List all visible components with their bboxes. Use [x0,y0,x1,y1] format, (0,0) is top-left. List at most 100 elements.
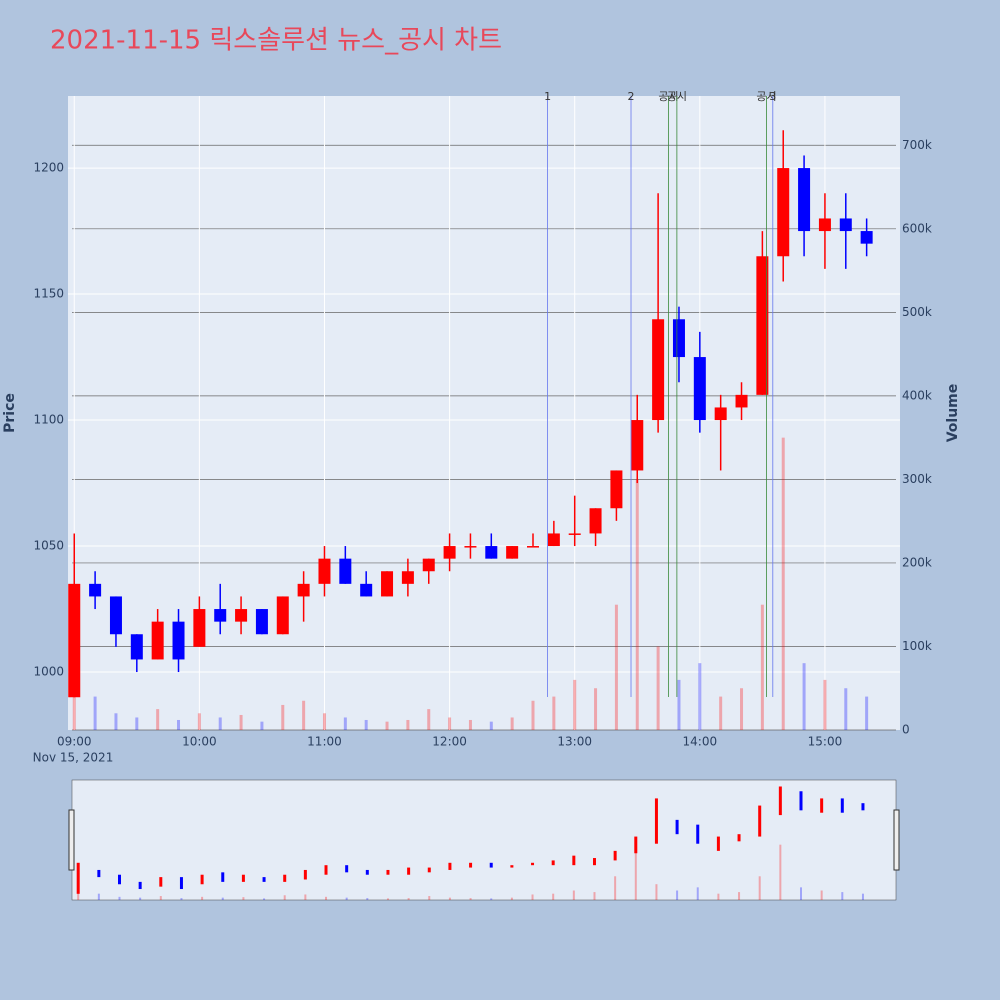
chart-title: 2021-11-15 릭스솔루션 뉴스_공시 차트 [50,26,502,56]
x-date-label: Nov 15, 2021 [33,751,114,765]
y-tick-label: 1200 [33,161,64,175]
candle-body [506,546,519,559]
slider-volume-bar [800,887,803,900]
volume-bar [448,717,452,730]
candle-body [464,546,477,548]
volume-bar [531,700,535,730]
x-tick-label: 11:00 [307,735,342,749]
candle-body [381,571,394,597]
y-tick-label: 1100 [33,413,64,427]
slider-volume-bar [593,892,596,900]
slider-volume-bar [779,844,782,900]
slider-volume-bar [201,896,204,900]
slider-volume-bar [428,896,431,900]
y2-tick-label: 400k [902,388,932,402]
candle-body [422,558,435,572]
volume-bar [156,709,160,730]
volume-bar [719,696,723,730]
volume-bar [114,713,118,730]
annotation-label: 2 [628,90,635,103]
slider-volume-bar [510,897,513,900]
volume-bar [614,604,618,730]
candle-body [339,558,352,584]
slider-volume-bar [366,898,369,900]
slider-volume-bar [448,897,451,900]
slider-volume-bar [717,893,720,900]
candle-body [527,546,540,548]
candle-body [777,168,790,257]
volume-bar [781,437,785,730]
candle-body [798,168,811,232]
volume-bar [677,679,681,730]
volume-bar [698,663,702,730]
volume-bar [385,721,389,730]
y2-tick-label: 300k [902,472,932,486]
volume-bar [302,700,306,730]
slider-volume-bar [283,895,286,900]
candle-body [297,583,310,597]
volume-bar [177,719,181,730]
slider-volume-bar [118,896,121,900]
slider-volume-bar [139,897,142,900]
candle-body [735,394,748,408]
slider-volume-bar [97,893,100,900]
slider-volume-bar [552,893,555,900]
y-axis-title: Price [2,393,18,433]
volume-bar [364,719,368,730]
slider-volume-bar [490,898,493,900]
x-tick-label: 15:00 [808,735,843,749]
annotation-label: 공시 [658,90,678,103]
y2-axis-title: Volume [945,384,961,443]
slider-volume-bar [180,898,183,900]
candle-body [818,218,831,232]
slider-volume-bar [572,890,575,900]
volume-bar [802,663,806,730]
volume-bar [823,679,827,730]
slider-volume-bar [304,894,307,900]
candle-body [756,256,769,395]
range-handle[interactable] [893,809,900,871]
candle-body [255,609,268,635]
slider-volume-bar [738,892,741,900]
slider-volume-bar [263,898,266,900]
volume-bar [406,719,410,730]
range-slider[interactable] [71,779,897,901]
x-tick-label: 09:00 [57,735,92,749]
x-tick-label: 10:00 [182,735,217,749]
y2-tick-label: 100k [902,639,932,653]
range-handle[interactable] [68,809,75,871]
candle-body [276,596,289,635]
volume-bar [260,721,264,730]
annotation-label: 공시 [756,90,776,103]
candle-body [547,533,560,547]
volume-bar [343,717,347,730]
volume-bar [135,717,139,730]
volume-bar [510,717,514,730]
candle-body [401,571,414,584]
volume-bar [427,709,431,730]
y-tick-label: 1050 [33,539,64,553]
slider-volume-bar [676,890,679,900]
volume-bar [552,696,556,730]
annotation-label: 3 [769,90,776,103]
candle-body [318,558,331,584]
slider-volume-bar [758,876,761,900]
candle-body [68,583,81,698]
slider-volume-bar [634,852,637,900]
slider-volume-bar [242,897,245,900]
slider-volume-bar [345,897,348,900]
candle-body [443,546,456,559]
candle-body [360,583,373,597]
volume-bar [281,704,285,730]
candle-body [193,609,206,647]
volume-bar [573,679,577,730]
candle-body [839,218,852,232]
volume-bar [197,713,201,730]
annotation-label: 1 [544,90,551,103]
volume-bar [635,479,639,730]
slider-volume-bar [407,898,410,900]
candle-body [589,508,602,534]
candle-body [109,596,122,635]
y2-tick-label: 0 [902,723,910,737]
